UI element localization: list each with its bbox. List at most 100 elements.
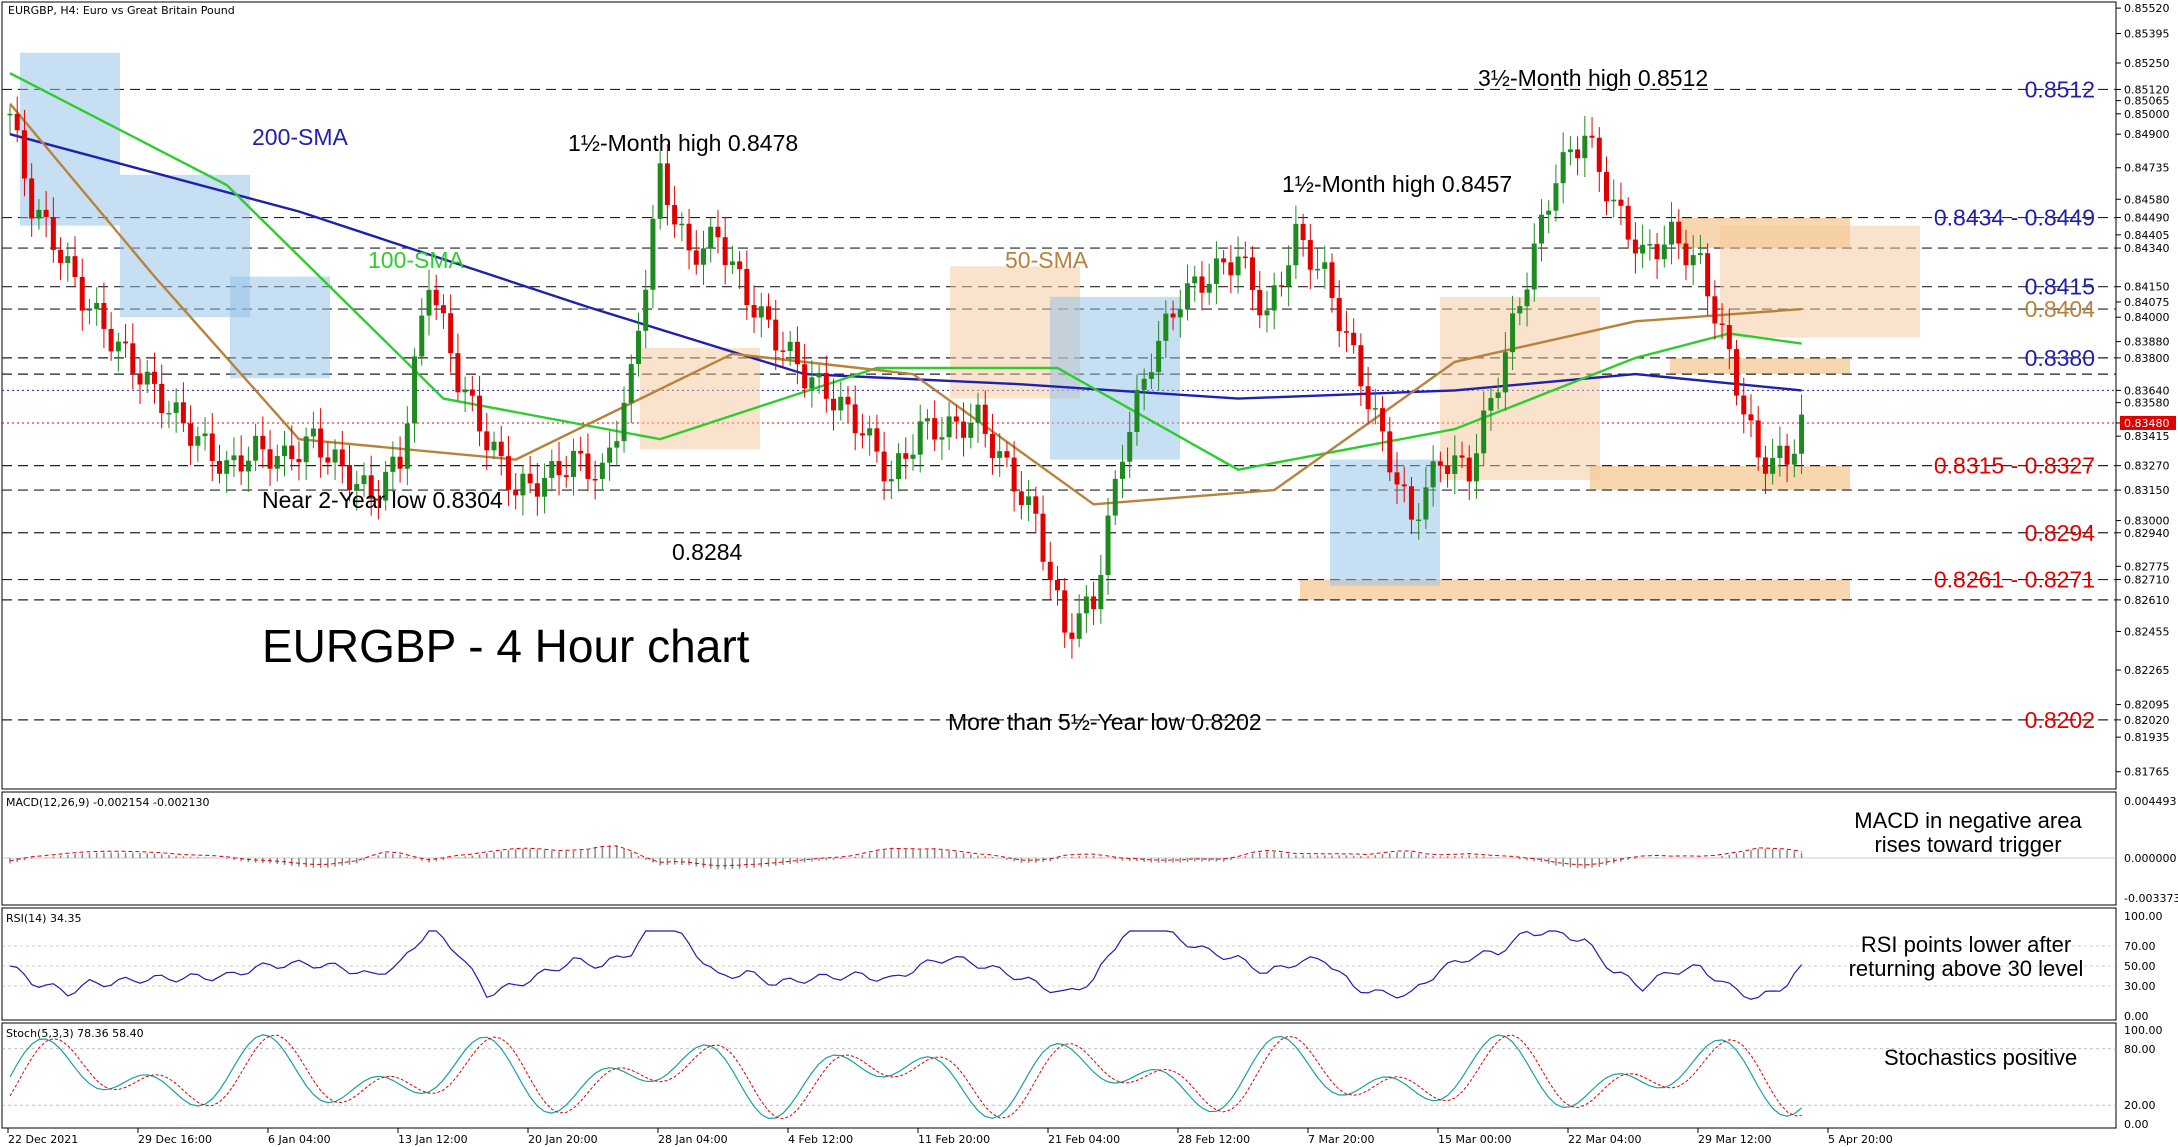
sma-line-200-sma (9, 133, 1802, 400)
x-tick-label: 7 Mar 20:00 (1308, 1133, 1374, 1146)
candle-body (1011, 457, 1017, 492)
candle-body (708, 226, 714, 249)
x-tick-label: 29 Mar 12:00 (1698, 1133, 1771, 1146)
candle-body (1322, 262, 1328, 269)
candle-body (1372, 408, 1378, 410)
candle-body (1307, 240, 1313, 270)
candle-body (1430, 461, 1436, 488)
level-label: 0.8404 (2025, 296, 2096, 322)
candle-body (1069, 632, 1075, 639)
candle-body (224, 460, 230, 474)
candle-body (202, 433, 208, 437)
rsi-label: RSI(14) 34.35 (6, 912, 81, 925)
candle-body (722, 237, 728, 265)
annotation-5-year-low: More than 5½-Year low 0.8202 (948, 709, 1262, 735)
candle-body (1300, 223, 1306, 241)
candle-body (1185, 283, 1191, 310)
macd-label: MACD(12,26,9) -0.002154 -0.002130 (6, 796, 209, 809)
rsi-line (9, 930, 1803, 1000)
x-tick-label: 5 Apr 20:00 (1828, 1133, 1893, 1146)
x-tick-label: 22 Mar 04:00 (1568, 1133, 1641, 1146)
candle-body (1661, 244, 1667, 260)
y-tick-label: 0.84000 (2124, 311, 2170, 324)
candle-body (231, 455, 237, 461)
candle-body (108, 328, 114, 352)
candle-body (216, 460, 222, 474)
candle-body (498, 441, 504, 457)
y-tick-label: 0.84580 (2124, 193, 2170, 206)
candle-body (975, 404, 981, 423)
candle-body (1445, 465, 1451, 475)
y-tick-label: 0.82455 (2124, 625, 2170, 638)
candle-body (332, 449, 338, 463)
candle-body (1228, 262, 1234, 276)
level-label: 0.8415 (2025, 274, 2095, 300)
candle-body (448, 313, 454, 354)
y-tick-label: 0.83800 (2124, 352, 2170, 365)
x-tick-label: 28 Feb 12:00 (1178, 1133, 1250, 1146)
candle-body (426, 289, 432, 316)
candle-body (924, 418, 930, 422)
candle-body (1538, 214, 1544, 244)
candle-body (1336, 298, 1342, 332)
candle-body (1582, 135, 1588, 159)
level-label: 0.8315 - 0.8327 (1934, 453, 2095, 479)
candle-body (1618, 199, 1624, 206)
candle-body (657, 163, 663, 219)
support-resistance-zone (1670, 357, 1850, 375)
candle-body (1380, 408, 1386, 432)
candle-body (1105, 515, 1111, 576)
annotation-low-0-8284: 0.8284 (672, 539, 743, 565)
x-tick-label: 21 Feb 04:00 (1048, 1133, 1120, 1146)
candle-body (1770, 457, 1776, 474)
candle-body (1221, 258, 1227, 263)
macd-note: MACD in negative area rises toward trigge… (1854, 808, 2082, 857)
candle-body (621, 402, 627, 442)
candle-body (773, 319, 779, 351)
candle-body (1589, 135, 1595, 138)
candle-body (809, 377, 815, 389)
y-tick-label: 0.85395 (2124, 28, 2170, 41)
sma-line-100-sma (9, 72, 1802, 471)
level-label: 0.8512 (2025, 76, 2095, 102)
candle-body (744, 269, 750, 306)
candle-body (505, 456, 511, 490)
candle-body (383, 471, 389, 501)
candle-body (1647, 244, 1653, 246)
candle-body (888, 479, 894, 482)
candle-body (939, 437, 945, 440)
candle-body (354, 484, 360, 491)
candle-body (1401, 484, 1407, 487)
annotation-month-high-3: 3½-Month high 0.8512 (1478, 65, 1708, 91)
candle-body (245, 460, 251, 472)
candle-body (1206, 283, 1212, 293)
stoch-note: Stochastics positive (1884, 1045, 2077, 1070)
y-tick-label: 0.85065 (2124, 95, 2170, 108)
candle-body (686, 223, 692, 251)
candle-body (1315, 268, 1321, 271)
level-label: 0.8434 - 0.8449 (1934, 205, 2095, 231)
candle-body (1242, 256, 1248, 259)
candle-body (412, 356, 418, 424)
candle-body (874, 428, 880, 452)
candle-body (339, 449, 345, 465)
y-tick-label: 0.84150 (2124, 281, 2170, 294)
annotation-2-year-low: Near 2-Year low 0.8304 (262, 487, 503, 513)
candle-body (419, 315, 425, 357)
y-tick-label: 0.84075 (2124, 296, 2170, 309)
candle-body (130, 343, 136, 374)
x-tick-label: 13 Jan 12:00 (398, 1133, 468, 1146)
y-tick-label: 0.84900 (2124, 128, 2170, 141)
candle-body (1213, 258, 1219, 284)
candle-body (282, 445, 288, 457)
candle-body (1408, 486, 1414, 520)
candle-body (643, 289, 649, 331)
y-tick-label: 0.85120 (2124, 83, 2170, 96)
y-tick-label: 0.81935 (2124, 731, 2170, 744)
candle-body (1726, 325, 1732, 350)
candle-body (433, 289, 439, 306)
stoch-tick: 0.00 (2124, 1118, 2149, 1131)
candle-body (881, 451, 887, 482)
candle-body (115, 341, 121, 352)
candle-body (1452, 455, 1458, 475)
